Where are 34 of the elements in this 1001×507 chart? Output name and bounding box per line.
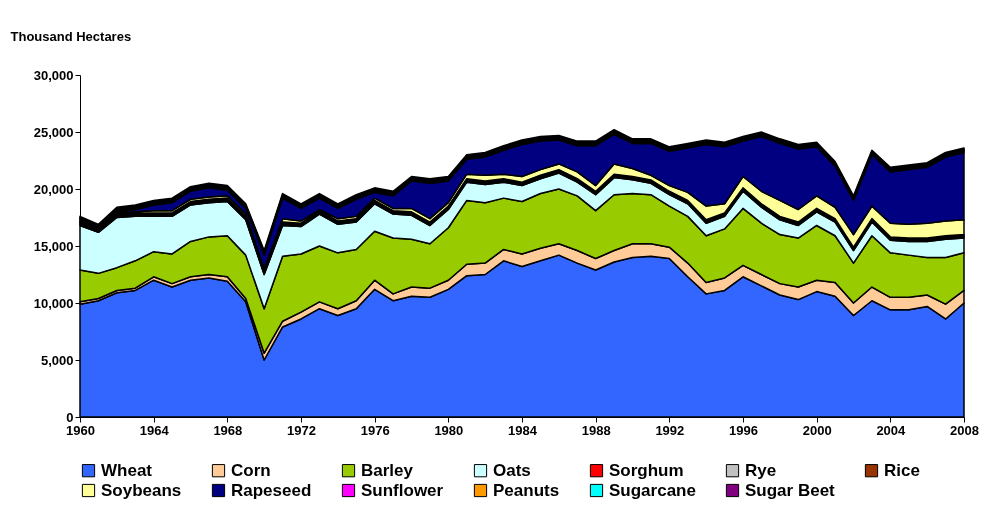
x-tick-label: 1996 — [729, 422, 758, 438]
x-tick-label: 2008 — [950, 422, 979, 438]
legend-label: Sunflower — [361, 480, 444, 500]
y-tick-label: 30,000 — [33, 67, 74, 83]
y-tick-label: 10,000 — [33, 295, 74, 311]
x-tick-label: 1964 — [139, 422, 170, 438]
legend-label: Rapeseed — [231, 480, 312, 500]
legend-label: Barley — [361, 460, 414, 480]
y-tick-label: 5,000 — [40, 352, 74, 368]
x-tick-label: 1984 — [508, 422, 538, 438]
legend-label: Oats — [493, 460, 531, 480]
legend-label: Corn — [231, 460, 271, 480]
x-tick-label: 2000 — [802, 422, 832, 438]
x-tick-label: 1992 — [655, 422, 685, 438]
legend-label: Sorghum — [609, 460, 684, 480]
legend-label: Sugar Beet — [745, 480, 836, 500]
x-tick-label: 1968 — [213, 422, 243, 438]
y-axis-title: Thousand Hectares — [10, 28, 132, 44]
y-tick-label: 25,000 — [33, 124, 74, 140]
x-tick-label: 1976 — [360, 422, 390, 438]
x-tick-label: 1988 — [581, 422, 611, 438]
x-tick-label: 1980 — [434, 422, 464, 438]
x-tick-label: 1960 — [66, 422, 95, 438]
legend-label: Sugarcane — [609, 480, 696, 500]
y-tick-label: 15,000 — [33, 238, 74, 254]
y-tick-label: 20,000 — [33, 181, 74, 197]
legend-label: Rye — [745, 460, 777, 480]
legend-label: Wheat — [101, 460, 153, 480]
x-tick-label: 2004 — [876, 422, 907, 438]
legend-label: Soybeans — [101, 480, 182, 500]
legend-label: Peanuts — [493, 480, 560, 500]
y-tick-label: 0 — [66, 409, 74, 425]
x-tick-label: 1972 — [287, 422, 316, 438]
legend-label: Rice — [884, 460, 920, 480]
